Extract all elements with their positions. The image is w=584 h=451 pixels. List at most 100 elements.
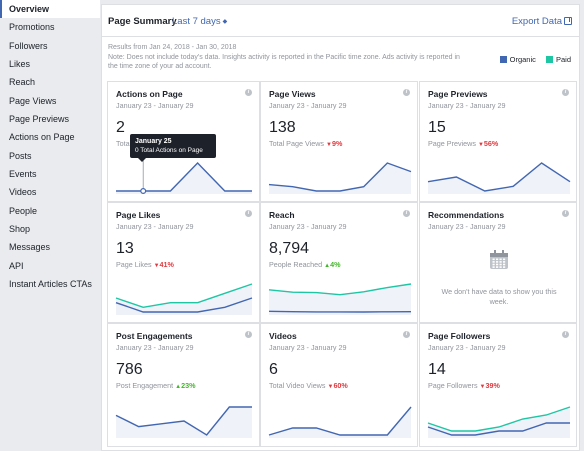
info-icon[interactable]: i bbox=[562, 210, 569, 217]
legend-organic: Organic bbox=[499, 55, 536, 64]
series-line-organic bbox=[427, 162, 571, 192]
card-videos[interactable]: Videos January 23 - January 29 i 6 Total Vid… bbox=[260, 323, 418, 447]
series-area-organic bbox=[269, 407, 411, 438]
card-date-range: January 23 - January 29 bbox=[269, 343, 347, 352]
info-icon[interactable]: i bbox=[562, 89, 569, 96]
sidebar-item-reach[interactable]: Reach bbox=[9, 77, 36, 88]
card-reach[interactable]: Reach January 23 - January 29 i 8,794 People… bbox=[260, 202, 418, 323]
change-percent: 60% bbox=[333, 381, 348, 390]
info-icon[interactable]: i bbox=[403, 210, 410, 217]
sort-caret-icon: ◆ bbox=[222, 19, 228, 25]
sidebar-item-people[interactable]: People bbox=[9, 205, 38, 216]
sidebar-item-api[interactable]: API bbox=[9, 260, 24, 271]
sparkline-chart[interactable] bbox=[426, 160, 572, 194]
calendar-icon bbox=[490, 250, 508, 269]
sidebar-item-promotions[interactable]: Promotions bbox=[9, 22, 55, 33]
empty-state-message: We don't have data to show you this week… bbox=[441, 287, 557, 306]
info-icon[interactable]: i bbox=[403, 331, 410, 338]
card-title: Videos bbox=[269, 331, 297, 341]
sidebar-item-likes[interactable]: Likes bbox=[9, 59, 31, 70]
sidebar-item-instant-articles-ctas[interactable]: Instant Articles CTAs bbox=[9, 279, 92, 290]
change-badge: ▼9% bbox=[326, 139, 342, 148]
legend-paid-label: Paid bbox=[555, 55, 571, 64]
card-page-views[interactable]: Page Views January 23 - January 29 i 138 Tot… bbox=[260, 81, 418, 202]
card-date-range: January 23 - January 29 bbox=[269, 222, 347, 231]
hover-point bbox=[140, 188, 147, 194]
export-icon bbox=[564, 17, 572, 25]
export-data-button[interactable]: Export Data bbox=[512, 16, 572, 27]
series-area-paid bbox=[428, 407, 570, 438]
sparkline-chart[interactable] bbox=[114, 160, 254, 194]
card-title: Actions on Page bbox=[116, 89, 183, 99]
card-page-previews[interactable]: Page Previews January 23 - January 29 i 15 P… bbox=[419, 81, 577, 202]
card-page-followers[interactable]: Page Followers January 23 - January 29 i 14… bbox=[419, 323, 577, 447]
sidebar-item-followers[interactable]: Followers bbox=[9, 40, 48, 51]
card-actions-on-page[interactable]: Actions on Page January 23 - January 29 i 2… bbox=[107, 81, 260, 202]
card-recommendations[interactable]: Recommendations January 23 - January 29 i W… bbox=[419, 202, 577, 323]
sidebar-item-page-views[interactable]: Page Views bbox=[9, 95, 57, 106]
sidebar-item-shop[interactable]: Shop bbox=[9, 224, 31, 235]
triangle-down-icon: ▼ bbox=[477, 142, 484, 148]
card-subtitle: People Reached ▲4% bbox=[269, 260, 341, 269]
legend-paid: Paid bbox=[545, 55, 571, 64]
card-page-likes[interactable]: Page Likes January 23 - January 29 i 13 Page… bbox=[107, 202, 260, 323]
change-badge: ▲23% bbox=[175, 381, 195, 390]
card-post-engagements[interactable]: Post Engagements January 23 - January 29 i… bbox=[107, 323, 260, 447]
card-date-range: January 23 - January 29 bbox=[116, 101, 194, 110]
card-title: Recommendations bbox=[428, 210, 505, 220]
sidebar-item-page-previews[interactable]: Page Previews bbox=[9, 114, 70, 125]
card-subtitle: Total Page Views ▼9% bbox=[269, 139, 342, 148]
info-icon[interactable]: i bbox=[245, 89, 252, 96]
card-value: 8,794 bbox=[269, 240, 310, 257]
card-subtitle-text: Page Likes bbox=[116, 260, 152, 269]
sparkline-chart[interactable] bbox=[114, 281, 254, 315]
card-subtitle-text: Total Page Views bbox=[269, 139, 325, 148]
legend: Organic Paid bbox=[492, 55, 571, 64]
card-date-range: January 23 - January 29 bbox=[428, 101, 506, 110]
legend-organic-swatch bbox=[499, 56, 507, 63]
card-title: Page Likes bbox=[116, 210, 161, 220]
info-icon[interactable]: i bbox=[245, 331, 252, 338]
sidebar-nav: Overview Promotions Followers Likes Reach Pag… bbox=[0, 0, 100, 451]
sidebar-item-posts[interactable]: Posts bbox=[9, 150, 32, 161]
change-badge: ▼41% bbox=[154, 260, 174, 269]
card-subtitle-text: Post Engagement bbox=[116, 381, 174, 390]
chart-tooltip: January 25 0 Total Actions on Page bbox=[130, 134, 216, 162]
series-area-organic bbox=[428, 163, 570, 194]
card-subtitle: Page Previews ▼56% bbox=[428, 139, 498, 148]
info-icon[interactable]: i bbox=[562, 331, 569, 338]
sparkline-chart[interactable] bbox=[267, 160, 413, 194]
card-title: Post Engagements bbox=[116, 331, 193, 341]
change-percent: 41% bbox=[159, 260, 174, 269]
card-value: 15 bbox=[428, 119, 446, 136]
sparkline-chart[interactable] bbox=[426, 404, 572, 438]
change-badge: ▼39% bbox=[480, 381, 500, 390]
sidebar-item-videos[interactable]: Videos bbox=[9, 187, 37, 198]
sidebar-item-events[interactable]: Events bbox=[9, 169, 37, 180]
date-range-dropdown[interactable]: Last 7 days ◆ bbox=[172, 16, 227, 27]
card-date-range: January 23 - January 29 bbox=[116, 222, 194, 231]
tooltip-date: January 25 bbox=[135, 138, 172, 145]
change-percent: 9% bbox=[331, 139, 343, 148]
sidebar-item-messages[interactable]: Messages bbox=[9, 242, 51, 253]
card-value: 14 bbox=[428, 361, 446, 378]
sparkline-chart[interactable] bbox=[114, 404, 254, 438]
triangle-up-icon: ▲ bbox=[324, 263, 331, 269]
triangle-down-icon: ▼ bbox=[326, 142, 332, 148]
triangle-down-icon: ▼ bbox=[479, 384, 486, 390]
info-icon[interactable]: i bbox=[403, 89, 410, 96]
change-badge: ▼56% bbox=[478, 139, 498, 148]
card-subtitle-text: Total Video Views bbox=[269, 381, 326, 390]
series-area-organic bbox=[116, 407, 252, 438]
card-title: Reach bbox=[269, 210, 295, 220]
card-value: 6 bbox=[269, 361, 278, 378]
sparkline-chart[interactable] bbox=[267, 404, 413, 438]
card-subtitle-text: Page Previews bbox=[428, 139, 476, 148]
sparkline-chart[interactable] bbox=[267, 281, 413, 315]
sidebar-item-overview[interactable]: Overview bbox=[0, 0, 100, 19]
info-icon[interactable]: i bbox=[245, 210, 252, 217]
series-area-paid bbox=[269, 284, 411, 315]
change-percent: 23% bbox=[181, 381, 196, 390]
sidebar-item-actions-on-page[interactable]: Actions on Page bbox=[9, 132, 75, 143]
card-subtitle: Page Followers ▼39% bbox=[428, 381, 500, 390]
